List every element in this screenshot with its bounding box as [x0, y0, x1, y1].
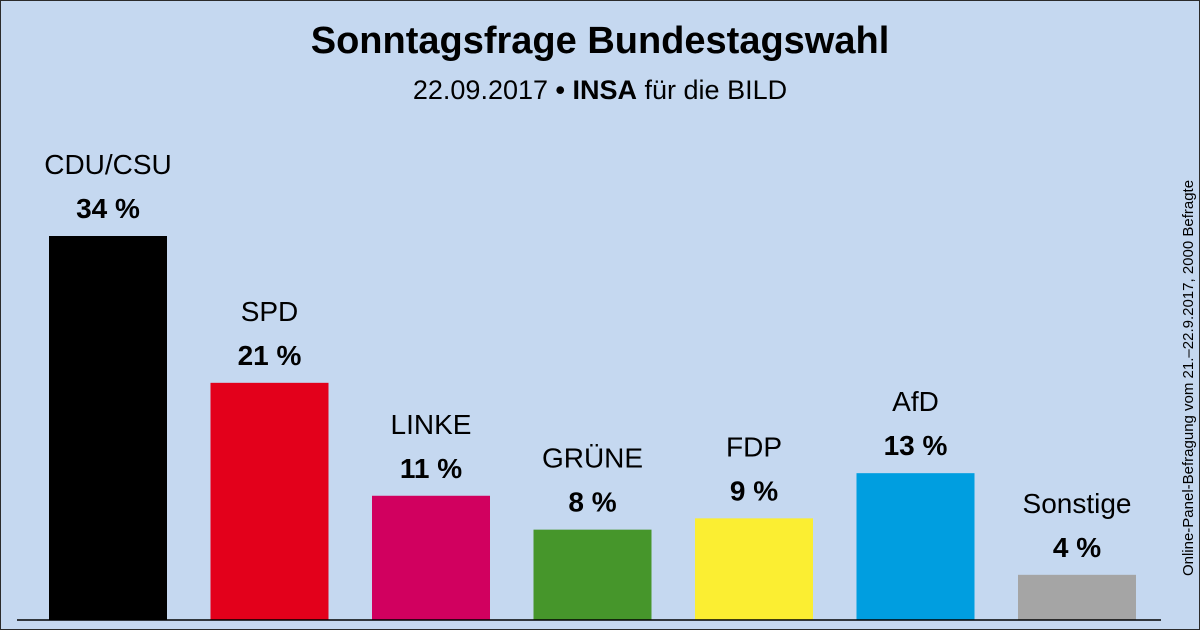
- bar-gruene: [533, 529, 652, 620]
- value-label-fdp: 9 %: [730, 475, 778, 506]
- chart-subtitle: 22.09.2017 • INSA für die BILD: [413, 75, 787, 105]
- category-label-fdp: FDP: [726, 431, 782, 462]
- category-label-cdu-csu: CDU/CSU: [44, 149, 172, 180]
- category-label-spd: SPD: [241, 296, 299, 327]
- bar-fdp: [695, 518, 813, 620]
- category-label-sonstige: Sonstige: [1023, 488, 1132, 519]
- value-label-afd: 13 %: [884, 430, 948, 461]
- bar-linke: [372, 495, 490, 620]
- category-label-afd: AfD: [892, 386, 939, 417]
- category-label-gruene: GRÜNE: [542, 443, 643, 474]
- value-label-cdu-csu: 34 %: [76, 193, 140, 224]
- bar-spd: [210, 382, 329, 620]
- bars-group: 34 % CDU/CSU 21 % SPD 11 % LINKE 8 % GRÜNE 9 % FD…: [44, 149, 1136, 620]
- client-name: für die BILD: [645, 75, 788, 105]
- subtitle-separator: •: [556, 75, 565, 105]
- bar-afd: [856, 473, 975, 620]
- value-label-linke: 11 %: [400, 453, 462, 484]
- value-label-spd: 21 %: [238, 340, 302, 371]
- institute-name: INSA: [573, 75, 638, 105]
- survey-date: 22.09.2017: [413, 75, 548, 105]
- category-label-linke: LINKE: [391, 409, 472, 440]
- value-label-gruene: 8 %: [568, 487, 616, 518]
- bar-sonstige: [1018, 574, 1136, 620]
- source-note: Online-Panel-Befragung vom 21.–22.9.2017…: [1180, 180, 1197, 576]
- value-label-sonstige: 4 %: [1053, 532, 1101, 563]
- chart-title: Sonntagsfrage Bundestagswahl: [311, 20, 890, 62]
- bar-cdu-csu: [49, 236, 167, 620]
